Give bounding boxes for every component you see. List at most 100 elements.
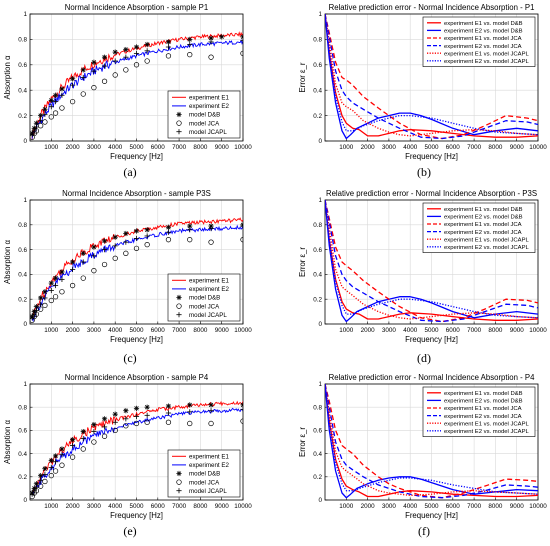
series-model-jca-point <box>38 483 44 489</box>
series-model-d-b-point <box>80 250 86 256</box>
x-tick-label: 8000 <box>193 327 208 334</box>
series-model-d-b-point <box>80 428 86 435</box>
series-model-jca-point <box>187 420 193 427</box>
series-model-d-b-point <box>165 39 172 45</box>
legend-label: experiment E1 vs. model JCA <box>444 36 522 42</box>
series-experiment-e1-vs-model-d-b-line <box>325 14 538 138</box>
series-model-d-b-point <box>133 228 140 234</box>
x-tick-label: 7000 <box>172 327 187 334</box>
series-model-jcapl-point <box>240 38 243 44</box>
series-model-d-b-point <box>101 238 108 244</box>
series-model-jca-point <box>112 255 118 261</box>
series-model-d-b-point <box>240 402 243 408</box>
legend-box <box>422 386 536 437</box>
chart-title: Relative prediction error - Normal Incid… <box>329 3 535 12</box>
legend-label: model D&B <box>189 295 220 302</box>
series-model-jcapl-point <box>31 128 37 134</box>
y-tick-label: 0.2 <box>18 474 27 481</box>
x-tick-label: 6000 <box>151 503 166 510</box>
y-tick-label: 0.4 <box>18 87 27 94</box>
series-model-jcapl-point <box>42 111 48 117</box>
series-model-jcapl-point <box>123 54 129 60</box>
legend-label: model JCAPL <box>189 488 227 495</box>
series-model-jcapl-point <box>70 442 76 449</box>
y-axis-label: Error ε_r <box>298 427 307 457</box>
series-model-d-b-point <box>80 67 86 73</box>
series-model-jca-point <box>69 454 76 460</box>
series-experiment-e1-vs-model-jca-line <box>325 200 538 323</box>
series-model-jcapl-point <box>101 424 108 430</box>
x-tick-label: 4000 <box>108 327 123 334</box>
legend-label: model JCA <box>189 479 220 486</box>
series-model-d-b-point <box>101 416 108 422</box>
series-model-jcapl-point <box>123 239 129 245</box>
series-model-jcapl-point <box>240 223 243 229</box>
x-tick-label: 10000 <box>529 327 547 334</box>
legend: experiment E1 vs. model D&B experiment E2… <box>422 16 536 67</box>
series-model-jca-point <box>165 419 172 425</box>
series-model-d-b-point <box>52 453 59 459</box>
x-tick-label: 3000 <box>382 503 397 510</box>
y-tick-label: 0.6 <box>313 62 322 69</box>
x-tick-label: 4000 <box>403 503 418 510</box>
y-tick-label: 0.8 <box>18 222 27 229</box>
series-experiment-e2-line <box>31 39 243 139</box>
legend-label: experiment E2 vs. model JCA <box>444 44 522 50</box>
series-model-jca-point <box>69 98 76 105</box>
legend-item: model JCA <box>176 303 220 310</box>
series-experiment-e2-vs-model-jca-line <box>325 200 538 323</box>
series-model-jcapl-point <box>52 459 59 465</box>
y-tick-label: 0.4 <box>313 451 322 458</box>
legend-item: experiment E1 <box>172 278 229 285</box>
legend-label: experiment E2 vs. model JCA <box>444 230 522 236</box>
y-tick-label: 0 <box>318 138 322 145</box>
series-model-jcapl-point <box>30 132 35 138</box>
legend-item: experiment E1 vs. model D&B <box>427 21 523 27</box>
series-model-jca-point <box>208 239 214 245</box>
legend-label: experiment E1 vs. model JCA <box>444 406 522 412</box>
series-experiment-e2-vs-model-d-b-line <box>325 14 538 140</box>
series-model-d-b-point <box>48 280 54 286</box>
series-model-jca-point <box>123 250 129 256</box>
x-tick-label: 1000 <box>339 503 354 510</box>
series-model-jcapl-point <box>133 413 140 420</box>
series-model-jca-point <box>101 78 108 84</box>
legend-box <box>422 16 536 67</box>
x-tick-label: 4000 <box>108 503 123 510</box>
series-model-jcapl-point <box>144 412 150 418</box>
x-axis-label: Frequency [Hz] <box>405 152 458 161</box>
legend: experiment E1 vs. model D&B experiment E2… <box>422 202 536 253</box>
series-model-jca-point <box>144 419 150 425</box>
series-model-jcapl-point <box>80 435 86 442</box>
panel-caption: (e) <box>123 524 136 538</box>
series-model-jca-point <box>112 427 118 434</box>
legend-item: experiment E2 vs. model JCAPL <box>427 245 530 251</box>
legend-label: experiment E1 vs. model D&B <box>444 391 523 397</box>
series-model-jcapl-point <box>59 452 65 458</box>
y-tick-label: 0.6 <box>313 247 322 254</box>
x-axis-label: Frequency [Hz] <box>110 511 163 520</box>
legend-item: experiment E1 vs. model D&B <box>427 391 523 397</box>
y-axis-label: Absorption α <box>3 420 12 464</box>
series-model-jca-point <box>52 468 59 474</box>
series-model-jcapl-point <box>33 124 39 130</box>
series-model-jcapl-point <box>133 235 140 242</box>
series-model-jca-point <box>52 294 59 300</box>
series-model-jcapl-point <box>38 477 44 483</box>
x-tick-label: 7000 <box>467 144 482 151</box>
series-model-jcapl-point <box>70 82 76 88</box>
series-model-jca-point <box>69 282 76 289</box>
legend-item: experiment E1 <box>172 454 229 461</box>
legend-label: model JCA <box>189 120 220 127</box>
chart-title: Relative prediction error - Normal Incid… <box>329 373 536 382</box>
legend-item: experiment E2 vs. model JCA <box>427 230 522 236</box>
legend-item: model D&B <box>176 112 220 119</box>
legend-item: experiment E2 vs. model JCA <box>427 44 522 50</box>
legend-item: experiment E2 vs. model D&B <box>427 215 523 221</box>
x-tick-label: 4000 <box>108 144 123 151</box>
panel-caption: (f) <box>418 524 430 538</box>
data-layer <box>30 400 243 500</box>
x-tick-label: 10000 <box>234 503 252 510</box>
